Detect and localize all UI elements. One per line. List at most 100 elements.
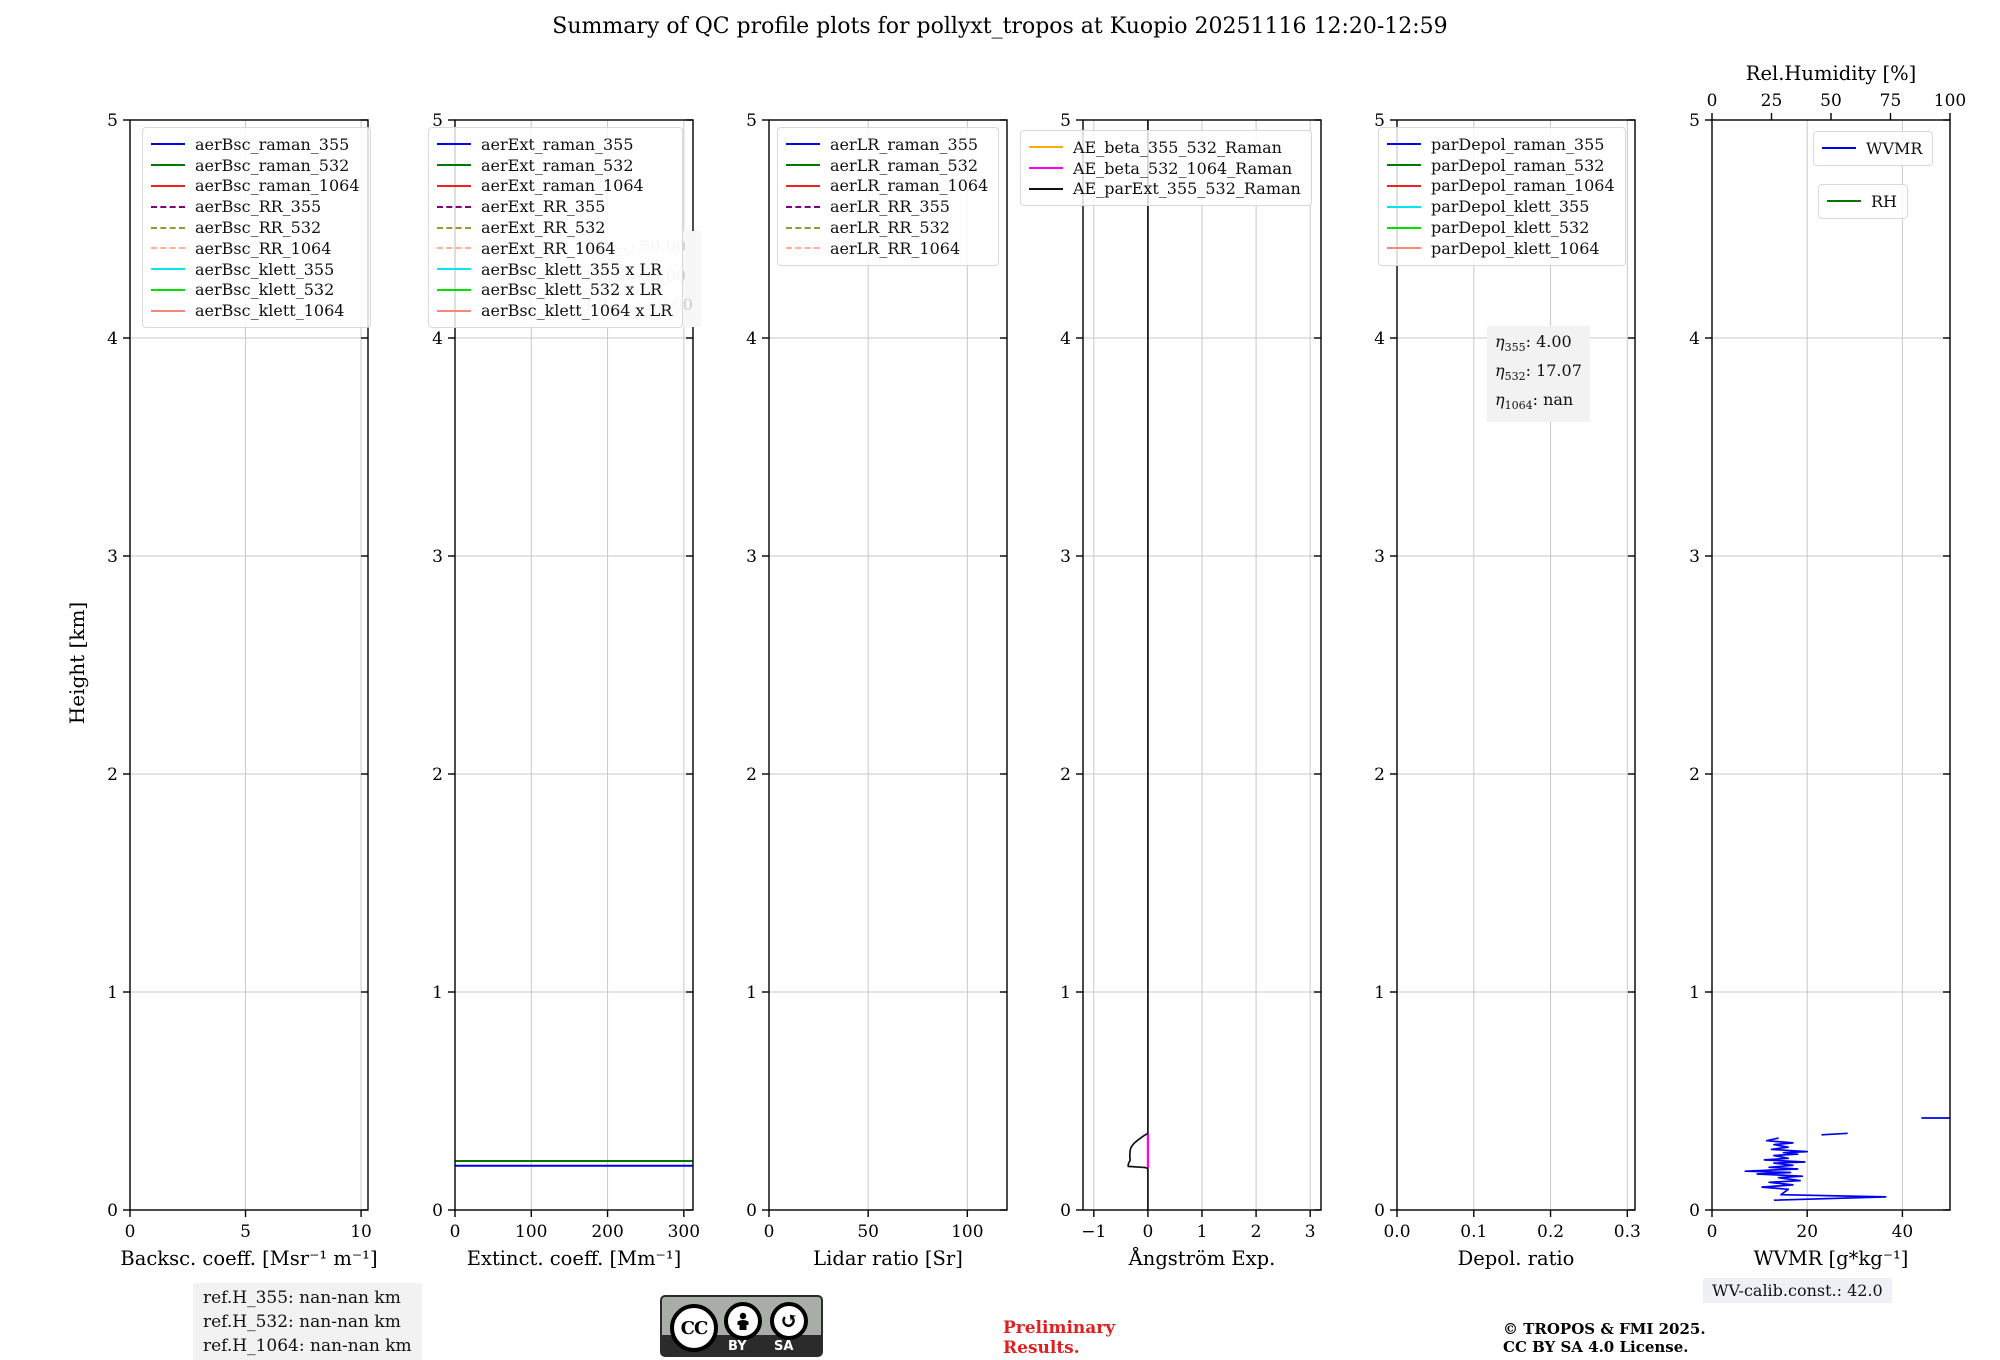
svg-text:0: 0: [764, 1222, 775, 1242]
legend-item-label: aerBsc_RR_355: [195, 197, 322, 217]
svg-text:2: 2: [1374, 765, 1385, 785]
legend-item-label: aerLR_raman_532: [830, 155, 979, 175]
legend-line-sample: [151, 309, 185, 312]
svg-text:2: 2: [1060, 765, 1071, 785]
legend-item-label: parDepol_klett_1064: [1431, 238, 1600, 258]
svg-text:25: 25: [1761, 91, 1783, 111]
svg-text:5: 5: [746, 111, 757, 131]
svg-text:5: 5: [1060, 111, 1071, 131]
legend-item: aerBsc_RR_355: [151, 196, 360, 217]
legend-item: aerBsc_RR_532: [151, 217, 360, 238]
legend-line-sample: [1387, 205, 1421, 208]
refh-532: ref.H_532: nan-nan km: [203, 1312, 401, 1332]
preliminary-results-watermark: Preliminary Results.: [1003, 1318, 1115, 1358]
series-WVMR_seg2: [1821, 1132, 1848, 1136]
svg-text:0: 0: [450, 1222, 461, 1242]
legend-item-label: parDepol_raman_532: [1431, 155, 1605, 175]
svg-text:4: 4: [1060, 329, 1071, 349]
legend-line-sample: [151, 288, 185, 291]
legend-item-label: parDepol_raman_1064: [1431, 176, 1615, 196]
svg-text:4: 4: [107, 329, 118, 349]
legend-item: aerExt_raman_355: [437, 134, 672, 155]
legend-line-sample: [1029, 146, 1063, 149]
svg-text:5: 5: [240, 1222, 251, 1242]
xlabel-backscatter: Backsc. coeff. [Msr⁻¹ m⁻¹]: [120, 1247, 377, 1270]
xlabel-wvmr: WVMR [g*kg⁻¹]: [1754, 1247, 1909, 1270]
legend-item-label: aerBsc_RR_532: [195, 218, 322, 238]
legend-item: aerBsc_RR_1064: [151, 238, 360, 259]
svg-text:40: 40: [1892, 1222, 1914, 1242]
legend-line-sample: [151, 164, 185, 167]
legend-line-sample: [1387, 184, 1421, 187]
annotation-line: η532: 17.07: [1495, 361, 1582, 384]
svg-text:2: 2: [432, 765, 443, 785]
page-title: Summary of QC profile plots for pollyxt_…: [552, 14, 1448, 39]
svg-text:4: 4: [1374, 329, 1385, 349]
legend-line-sample: [786, 184, 820, 187]
svg-text:0: 0: [1060, 1201, 1071, 1221]
legend-item: parDepol_klett_1064: [1387, 238, 1615, 259]
legend-item-label: parDepol_klett_532: [1431, 218, 1590, 238]
legend-item-label: aerLR_RR_355: [830, 197, 950, 217]
legend-item-label: aerExt_RR_1064: [481, 238, 616, 258]
legend-item: AE_beta_532_1064_Raman: [1029, 158, 1301, 179]
svg-text:4: 4: [1689, 329, 1700, 349]
legend-item-label: aerLR_raman_355: [830, 134, 979, 154]
legend-line-sample: [151, 247, 185, 250]
legend-item-label: aerExt_raman_1064: [481, 176, 644, 196]
svg-text:5: 5: [432, 111, 443, 131]
legend-item-label: parDepol_klett_355: [1431, 197, 1590, 217]
legend-angstrom: AE_beta_355_532_Raman AE_beta_532_1064_Ra…: [1020, 130, 1312, 207]
legend-line-sample: [1827, 200, 1861, 203]
svg-text:1: 1: [746, 983, 757, 1003]
legend-depol-ratio: parDepol_raman_355 parDepol_raman_532 parD…: [1378, 127, 1626, 266]
svg-text:0.1: 0.1: [1460, 1222, 1487, 1242]
reference-height-annotation: ref.H_355: nan-nan km ref.H_532: nan-nan…: [193, 1283, 422, 1360]
legend-item-label: AE_beta_532_1064_Raman: [1073, 158, 1293, 178]
svg-text:5: 5: [1374, 111, 1385, 131]
legend-item: aerExt_RR_355: [437, 196, 672, 217]
svg-text:20: 20: [1796, 1222, 1818, 1242]
legend-item-label: aerExt_RR_532: [481, 218, 606, 238]
svg-text:2: 2: [1251, 1222, 1262, 1242]
annotation-line: η1064: nan: [1495, 390, 1574, 413]
svg-text:3: 3: [1305, 1222, 1316, 1242]
svg-text:2: 2: [746, 765, 757, 785]
legend-line-sample: [437, 164, 471, 167]
legend-line-sample: [1387, 143, 1421, 146]
legend-line-sample: [437, 309, 471, 312]
legend-line-sample: [1029, 187, 1063, 190]
copyright-notice: © TROPOS & FMI 2025. CC BY SA 4.0 Licens…: [1503, 1320, 1706, 1356]
legend-item: aerLR_raman_1064: [786, 176, 988, 197]
legend-item: aerBsc_klett_532: [151, 280, 360, 301]
legend-item-label: aerExt_raman_532: [481, 155, 634, 175]
legend-item: RH: [1827, 191, 1897, 212]
svg-text:1: 1: [1197, 1222, 1208, 1242]
top-axis-label: Rel.Humidity [%]: [1746, 62, 1916, 85]
legend-extinction: aerExt_raman_355 aerExt_raman_532 aerExt_r…: [428, 127, 684, 329]
legend-item-label: aerBsc_raman_1064: [195, 176, 360, 196]
legend-item: aerExt_raman_1064: [437, 176, 672, 197]
legend-backscatter: aerBsc_raman_355 aerBsc_raman_532 aerBsc_r…: [142, 127, 371, 329]
legend-item: parDepol_raman_1064: [1387, 176, 1615, 197]
legend-line-sample: [437, 143, 471, 146]
svg-text:3: 3: [1374, 547, 1385, 567]
xlabel-depol-ratio: Depol. ratio: [1458, 1247, 1575, 1270]
legend-item-label: aerLR_RR_1064: [830, 238, 961, 258]
legend-line-sample: [437, 288, 471, 291]
legend-item: aerBsc_klett_355: [151, 259, 360, 280]
svg-text:5: 5: [107, 111, 118, 131]
svg-text:1: 1: [1060, 983, 1071, 1003]
series-AE_parExt_355_532_Raman: [1127, 1132, 1149, 1170]
legend-item-label: RH: [1871, 191, 1897, 211]
legend-line-sample: [1029, 167, 1063, 170]
svg-text:300: 300: [668, 1222, 700, 1242]
svg-text:0: 0: [1707, 1222, 1718, 1242]
legend-item-label: AE_beta_355_532_Raman: [1073, 137, 1282, 157]
legend-line-sample: [151, 205, 185, 208]
legend-item-label: aerBsc_klett_355 x LR: [481, 259, 663, 279]
legend-line-sample: [437, 226, 471, 229]
copyright-line1: © TROPOS & FMI 2025.: [1503, 1320, 1706, 1338]
svg-text:100: 100: [1934, 91, 1966, 111]
xlabel-lidar-ratio: Lidar ratio [Sr]: [813, 1247, 963, 1270]
